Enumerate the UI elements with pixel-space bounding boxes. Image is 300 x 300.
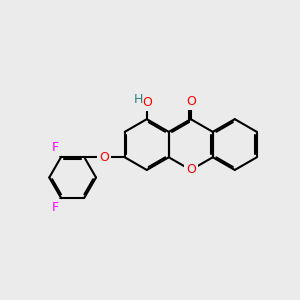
Text: O: O [99,151,109,164]
Text: F: F [52,141,59,154]
Text: H: H [133,93,143,106]
Text: O: O [186,95,196,108]
Text: F: F [52,201,59,214]
Text: O: O [186,164,196,176]
Text: O: O [142,96,152,109]
